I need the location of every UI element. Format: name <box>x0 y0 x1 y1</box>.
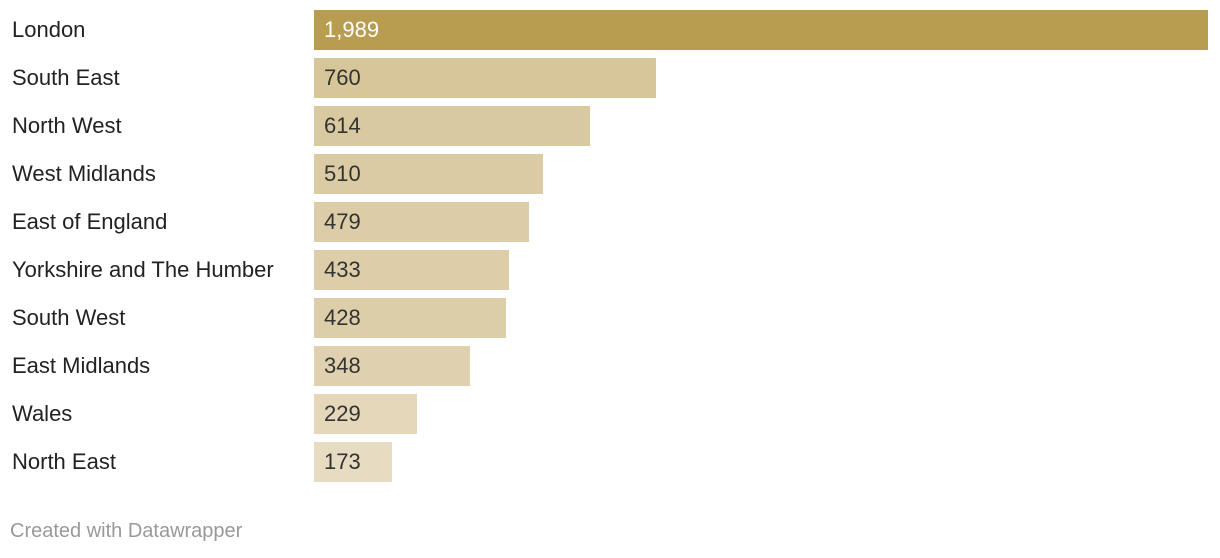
bar-row: East of England 479 <box>0 202 1220 242</box>
category-label: East of England <box>12 209 168 234</box>
category-label: Wales <box>12 401 73 426</box>
value-label: 510 <box>324 161 361 186</box>
bar-row: South East 760 <box>0 58 1220 98</box>
value-label: 348 <box>324 353 361 378</box>
bar-chart: London 1,989 South East 760 North West 614 Wes… <box>0 10 1220 482</box>
value-label: 433 <box>324 257 361 282</box>
bar-row: North West 614 <box>0 106 1220 146</box>
bar[interactable]: 1,989 <box>314 10 1208 50</box>
bar-row: West Midlands 510 <box>0 154 1220 194</box>
category-label: North West <box>12 113 122 138</box>
bar[interactable]: 348 <box>314 346 470 386</box>
value-label: 614 <box>324 113 361 138</box>
value-label: 479 <box>324 209 361 234</box>
value-label: 229 <box>324 401 361 426</box>
bar-row: North East 173 <box>0 442 1220 482</box>
value-label: 1,989 <box>324 17 380 42</box>
datawrapper-credit[interactable]: Created with Datawrapper <box>10 520 243 542</box>
category-label: London <box>12 17 86 42</box>
category-label: South West <box>12 305 126 330</box>
bar-row: East Midlands 348 <box>0 346 1220 386</box>
bar-row: South West 428 <box>0 298 1220 338</box>
category-label: Yorkshire and The Humber <box>12 257 274 282</box>
category-label: West Midlands <box>12 161 156 186</box>
bar[interactable]: 510 <box>314 154 543 194</box>
bar[interactable]: 433 <box>314 250 509 290</box>
bar[interactable]: 173 <box>314 442 392 482</box>
bar[interactable]: 428 <box>314 298 506 338</box>
bar[interactable]: 614 <box>314 106 590 146</box>
value-label: 760 <box>324 65 361 90</box>
bar[interactable]: 229 <box>314 394 417 434</box>
bar-row: London 1,989 <box>0 10 1220 50</box>
category-label: East Midlands <box>12 353 151 378</box>
category-label: South East <box>12 65 120 90</box>
bar-row: Yorkshire and The Humber 433 <box>0 250 1220 290</box>
bar-row: Wales 229 <box>0 394 1220 434</box>
bar[interactable]: 479 <box>314 202 529 242</box>
value-label: 428 <box>324 305 361 330</box>
bar[interactable]: 760 <box>314 58 656 98</box>
category-label: North East <box>12 449 116 474</box>
value-label: 173 <box>324 449 361 474</box>
